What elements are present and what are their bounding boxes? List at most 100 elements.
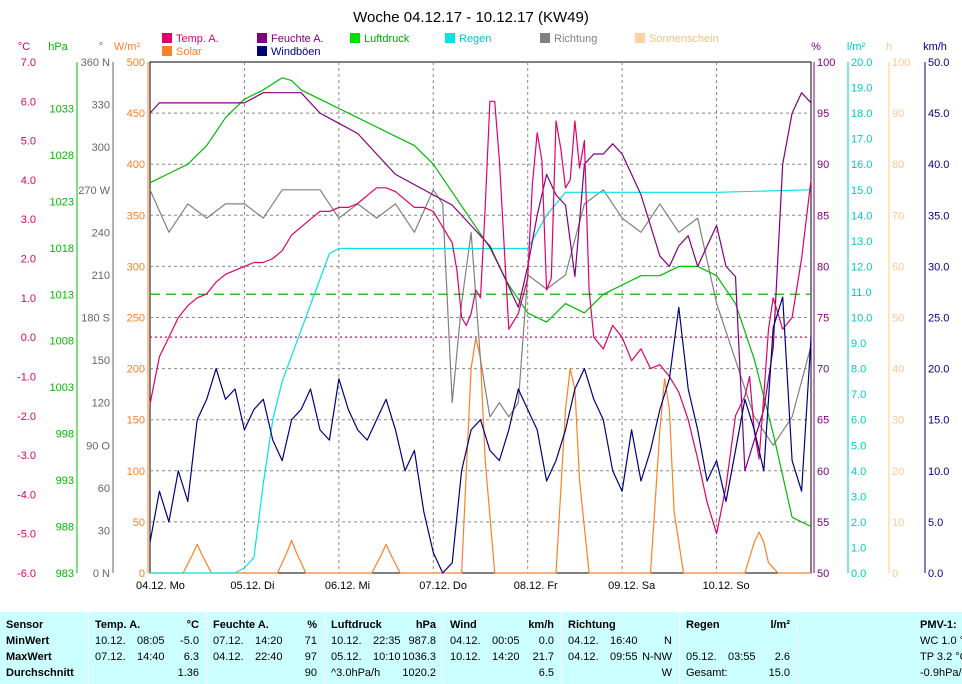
reference-lines: [150, 293, 811, 338]
left-axis-tick: -3.0: [17, 450, 36, 462]
stats-value: 1020.2: [402, 667, 436, 679]
stats-column: Temp. A. °C 10.12. 08:05 -5.0 07.12. 14:40 6.3 1…: [88, 612, 207, 684]
right-axis-tick: 4.0: [851, 466, 866, 478]
stats-time: 16:40: [610, 635, 638, 647]
right-axis-tick: 70: [817, 364, 829, 376]
stats-date: 04.12.: [568, 651, 599, 663]
left-axis-tick: 400: [127, 159, 145, 171]
left-axis-tick: 150: [92, 355, 110, 367]
stats-date: 07.12.: [95, 651, 126, 663]
left-axis-tick: 983: [56, 568, 74, 580]
right-axis-tick: 18.0: [851, 108, 872, 120]
right-axis-tick: 35.0: [928, 210, 949, 222]
left-axis-tick: 450: [127, 108, 145, 120]
legend-label: Solar: [176, 46, 202, 58]
right-axis-tick: 60: [892, 261, 904, 273]
right-axis-tick: 95: [817, 108, 829, 120]
right-axis-tick: 45.0: [928, 108, 949, 120]
left-axis-tick: 4.0: [21, 175, 36, 187]
right-axis-tick: 14.0: [851, 210, 872, 222]
left-axis-tick: 998: [56, 429, 74, 441]
stats-value: 71: [304, 635, 317, 647]
left-axis-tick: 7.0: [21, 57, 36, 69]
stats-value: 97: [304, 651, 317, 663]
stats-date: 10.12.: [450, 651, 481, 663]
stats-row-label: MaxWert: [6, 651, 52, 663]
left-axis-tick: 5.0: [21, 136, 36, 148]
right-axis-tick: 20.0: [851, 57, 872, 69]
stats-value: 90: [304, 667, 317, 679]
right-axis-tick: 15.0: [851, 185, 872, 197]
right-axis-unit: h: [886, 41, 892, 53]
left-axis-tick: 1033: [50, 103, 74, 115]
left-axis-tick: 1008: [50, 336, 74, 348]
right-axis-tick: 9.0: [851, 338, 866, 350]
right-axis-tick: 40: [892, 364, 904, 376]
stats-column: PMV-1: WC 1.0 ° TP 3.2 °C -0.9hPa/h: [797, 612, 962, 684]
right-axis-tick: 100: [892, 57, 910, 69]
stats-header: Wind: [450, 619, 477, 631]
right-axis-tick: 10.0: [928, 466, 949, 478]
left-axis-tick: 1023: [50, 196, 74, 208]
stats-date: 04.12.: [450, 635, 481, 647]
stats-value: 2.6: [774, 651, 790, 663]
stats-column: Luftdruck hPa 10.12. 22:35 987.8 05.12. 10:10 1…: [324, 612, 444, 684]
statistics-panel: Sensor MinWert MaxWert Durchschnitt Temp. A.…: [0, 612, 962, 684]
left-axis-tick: 360 N: [81, 57, 110, 69]
x-axis-labels: 04.12. Mo 05.12. Di 06.12. Mi 07.12. Do 08.1…: [136, 580, 750, 592]
right-axis-tick: 100: [817, 57, 835, 69]
right-axis-tick: 50: [817, 568, 829, 580]
plot-area: [149, 61, 812, 574]
left-axis-tick: -1.0: [17, 371, 36, 383]
stats-header: Feuchte A.: [213, 619, 269, 631]
right-axis-tick: 5.0: [851, 440, 866, 452]
stats-time: 03:55: [728, 651, 756, 663]
left-axis-tick: -6.0: [17, 568, 36, 580]
right-axis-tick: 11.0: [851, 287, 872, 299]
right-axis-tick: 60: [817, 466, 829, 478]
x-axis-label: 10.12. So: [703, 580, 750, 592]
x-axis-label: 04.12. Mo: [136, 580, 185, 592]
left-axis-tick: 240: [92, 227, 110, 239]
stats-column: Regen l/m² 05.12. 03:55 2.6 Gesamt: 15.0: [679, 612, 798, 684]
legend-label: Temp. A.: [176, 33, 219, 45]
left-axis-tick: 50: [133, 517, 145, 529]
left-axis-tick: 1.0: [21, 293, 36, 305]
right-axis-tick: 90: [892, 108, 904, 120]
right-axis-tick: 7.0: [851, 389, 866, 401]
series-solar: [150, 337, 811, 574]
stats-time: 09:55: [610, 651, 638, 663]
stats-date: 05.12.: [686, 651, 717, 663]
left-axis-tick: 1013: [50, 289, 74, 301]
legend-label: Feuchte A.: [271, 33, 324, 45]
right-axis-tick: 2.0: [851, 517, 866, 529]
stats-time: 14:20: [492, 651, 520, 663]
legend-label: Luftdruck: [364, 33, 410, 45]
left-axis-tick: 3.0: [21, 214, 36, 226]
stats-date: -0.9hPa/h: [920, 667, 962, 679]
left-axis-tick: 1028: [50, 150, 74, 162]
left-axis-unit: W/m²: [114, 41, 141, 53]
stats-value: N: [664, 635, 672, 647]
left-axis-tick: 330: [92, 100, 110, 112]
legend-swatch: [162, 33, 172, 43]
right-axis-tick: 90: [817, 159, 829, 171]
right-axis-tick: 12.0: [851, 261, 872, 273]
stats-value: 15.0: [768, 667, 790, 679]
left-axis-tick: 2.0: [21, 254, 36, 266]
right-axis-tick: 70: [892, 210, 904, 222]
left-axis-tick: 150: [127, 415, 145, 427]
left-axis-tick: 90 O: [86, 440, 110, 452]
legend-swatch: [350, 33, 360, 43]
stats-date: 10.12.: [331, 635, 362, 647]
stats-unit: hPa: [415, 619, 436, 631]
series-feuchte-a-: [149, 92, 812, 472]
left-axis-tick: 200: [127, 364, 145, 376]
stats-date: 05.12.: [331, 651, 362, 663]
left-axis-tick: -5.0: [17, 529, 36, 541]
right-axes: %10095908580757065605550l/m²20.019.018.0…: [811, 41, 949, 580]
stats-column: Richtung 04.12. 16:40 N 04.12. 09:55 N-NW W: [561, 612, 680, 684]
stats-column: Sensor MinWert MaxWert Durchschnitt: [0, 612, 88, 684]
stats-value: 6.3: [183, 651, 199, 663]
right-axis-tick: 3.0: [851, 491, 866, 503]
